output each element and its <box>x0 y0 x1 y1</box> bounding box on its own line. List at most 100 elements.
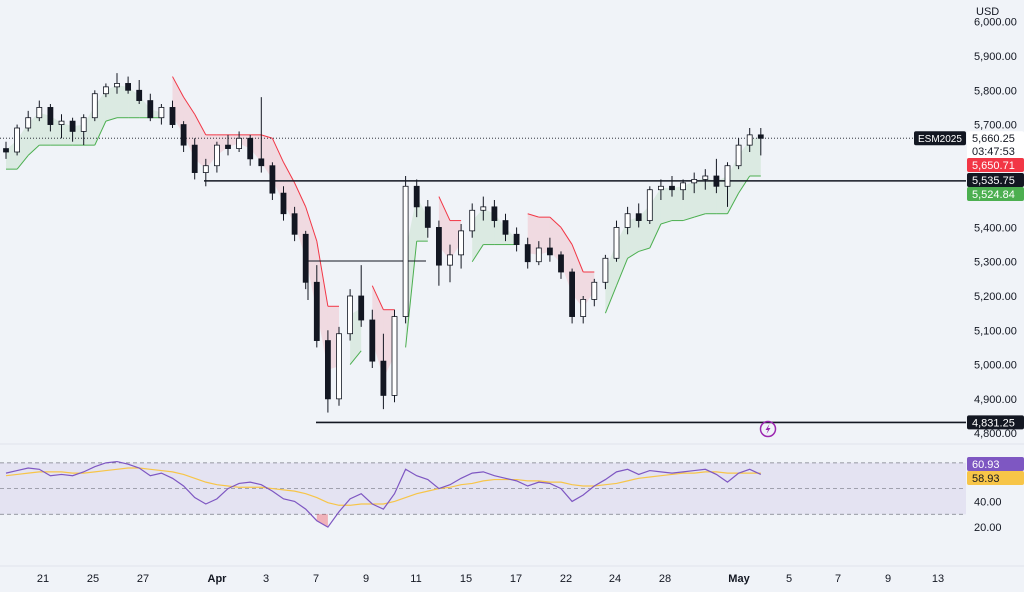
price-tick-label: 4,900.00 <box>974 394 1017 406</box>
price-tick-label: 5,400.00 <box>974 222 1017 234</box>
level-upper-label: 5,535.75 <box>972 175 1015 187</box>
candle-up <box>613 227 620 259</box>
supertrend-line-segment <box>627 251 639 259</box>
time-axis[interactable]: 21 25 27 Apr 3 7 9 11 15 17 22 24 28 May 5 7 9 13 <box>37 573 944 585</box>
supertrend-line-segment <box>349 350 362 365</box>
candle-down <box>502 220 509 235</box>
supertrend-up-label-badge <box>967 187 1024 201</box>
supertrend-line-segment <box>727 192 740 214</box>
level-low-label: 4,831.25 <box>972 417 1015 429</box>
candle-down <box>424 206 431 228</box>
price-tick-label: 5,900.00 <box>974 51 1017 63</box>
candle-up <box>14 127 21 153</box>
supertrend-line-segment <box>616 258 629 286</box>
price-tick-label: 4,800.00 <box>974 428 1017 440</box>
candle-down <box>324 340 331 400</box>
supertrend-line-segment <box>27 144 40 156</box>
rsi-oversold-fill <box>316 514 328 528</box>
supertrend-line-segment <box>305 206 318 242</box>
candle-up <box>91 93 98 119</box>
candle-down <box>313 281 320 341</box>
supertrend-fill <box>372 285 384 379</box>
supertrend-fill <box>683 181 695 221</box>
time-tick-label: Apr <box>208 573 228 585</box>
candle-up <box>103 86 109 95</box>
candle-up <box>535 247 542 263</box>
candle-down <box>669 185 675 191</box>
supertrend-line-segment <box>94 120 107 146</box>
lightning-icon[interactable] <box>759 420 777 438</box>
supertrend-line-segment <box>660 220 673 225</box>
candle-down <box>558 254 564 273</box>
supertrend-line-segment <box>183 96 196 115</box>
candle-down <box>147 100 154 119</box>
supertrend-line-segment <box>172 76 185 98</box>
supertrend-line-segment <box>649 223 662 249</box>
supertrend-fill <box>272 138 284 204</box>
candle-down <box>169 107 176 125</box>
candle-up <box>58 120 65 125</box>
candle-down <box>569 271 575 317</box>
candle-up <box>580 299 587 317</box>
candle-down <box>513 233 520 245</box>
currency-label[interactable]: USD <box>976 6 999 18</box>
supertrend-line-segment <box>283 162 296 184</box>
last-price-label-badge <box>967 131 1024 146</box>
candle-down <box>369 319 376 362</box>
rsi-tick-label: 20.00 <box>974 522 1002 534</box>
supertrend-fill <box>316 241 328 370</box>
price-tick-label: 6,000.00 <box>974 17 1017 29</box>
ticker-badge <box>914 131 966 146</box>
supertrend-fill <box>117 85 129 118</box>
price-tick-label: 5,700.00 <box>974 120 1017 132</box>
supertrend-fill <box>583 272 595 308</box>
candles-layer <box>3 73 764 413</box>
candle-up <box>80 117 87 132</box>
candle-down <box>47 107 54 125</box>
candle-down <box>225 144 231 149</box>
time-tick-label: 9 <box>885 573 891 585</box>
candle-down <box>547 247 553 256</box>
candle-down <box>413 185 420 208</box>
level-upper-label-badge <box>967 173 1024 187</box>
countdown-label: 03:47:53 <box>972 146 1015 158</box>
candle-up <box>236 137 243 149</box>
candle-down <box>380 360 387 396</box>
supertrend-fill <box>205 134 217 170</box>
supertrend-fill <box>616 220 628 286</box>
supertrend-line-segment <box>604 285 617 314</box>
time-tick-label: 25 <box>87 573 99 585</box>
candle-up <box>469 209 476 232</box>
ticker-label: ESM2025 <box>918 134 962 145</box>
candle-down <box>3 148 9 153</box>
time-tick-label: 11 <box>410 573 421 585</box>
time-tick-label: 15 <box>460 573 472 585</box>
candle-up <box>158 107 165 119</box>
candle-up <box>724 165 731 187</box>
supertrend-line-segment <box>471 244 484 262</box>
time-tick-label: 17 <box>510 573 522 585</box>
candle-down <box>269 165 276 194</box>
supertrend-line-segment <box>405 241 418 348</box>
supertrend-line-segment <box>638 247 650 252</box>
candle-up <box>624 213 631 228</box>
time-tick-label: May <box>728 573 750 585</box>
candle-down <box>247 137 254 160</box>
supertrend-line-segment <box>560 227 573 245</box>
candle-up <box>213 144 220 167</box>
time-tick-label: 13 <box>932 573 944 585</box>
rsi-tick-label: 40.00 <box>974 496 1002 508</box>
candle-down <box>69 120 76 132</box>
time-tick-label: 24 <box>609 573 621 585</box>
supertrend-fill <box>494 213 506 245</box>
rsi-ma-value-badge <box>967 471 1024 485</box>
time-tick-label: 28 <box>659 573 671 585</box>
time-tick-label: 7 <box>835 573 841 585</box>
candle-down <box>258 158 265 167</box>
supertrend-fill <box>283 162 295 224</box>
time-tick-label: 9 <box>363 573 369 585</box>
candle-down <box>136 89 143 101</box>
